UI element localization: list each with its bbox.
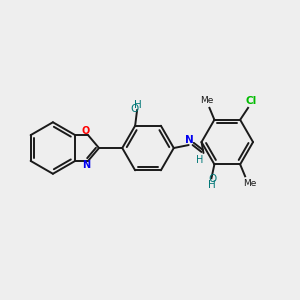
Text: Me: Me — [200, 96, 213, 105]
Text: H: H — [134, 100, 142, 110]
Text: O: O — [82, 126, 90, 136]
Text: H: H — [196, 155, 203, 165]
Text: H: H — [208, 180, 215, 190]
Text: N: N — [82, 160, 90, 170]
Text: O: O — [208, 174, 217, 184]
Text: Me: Me — [243, 179, 257, 188]
Text: N: N — [185, 135, 194, 145]
Text: O: O — [130, 104, 138, 114]
Text: Cl: Cl — [245, 96, 257, 106]
